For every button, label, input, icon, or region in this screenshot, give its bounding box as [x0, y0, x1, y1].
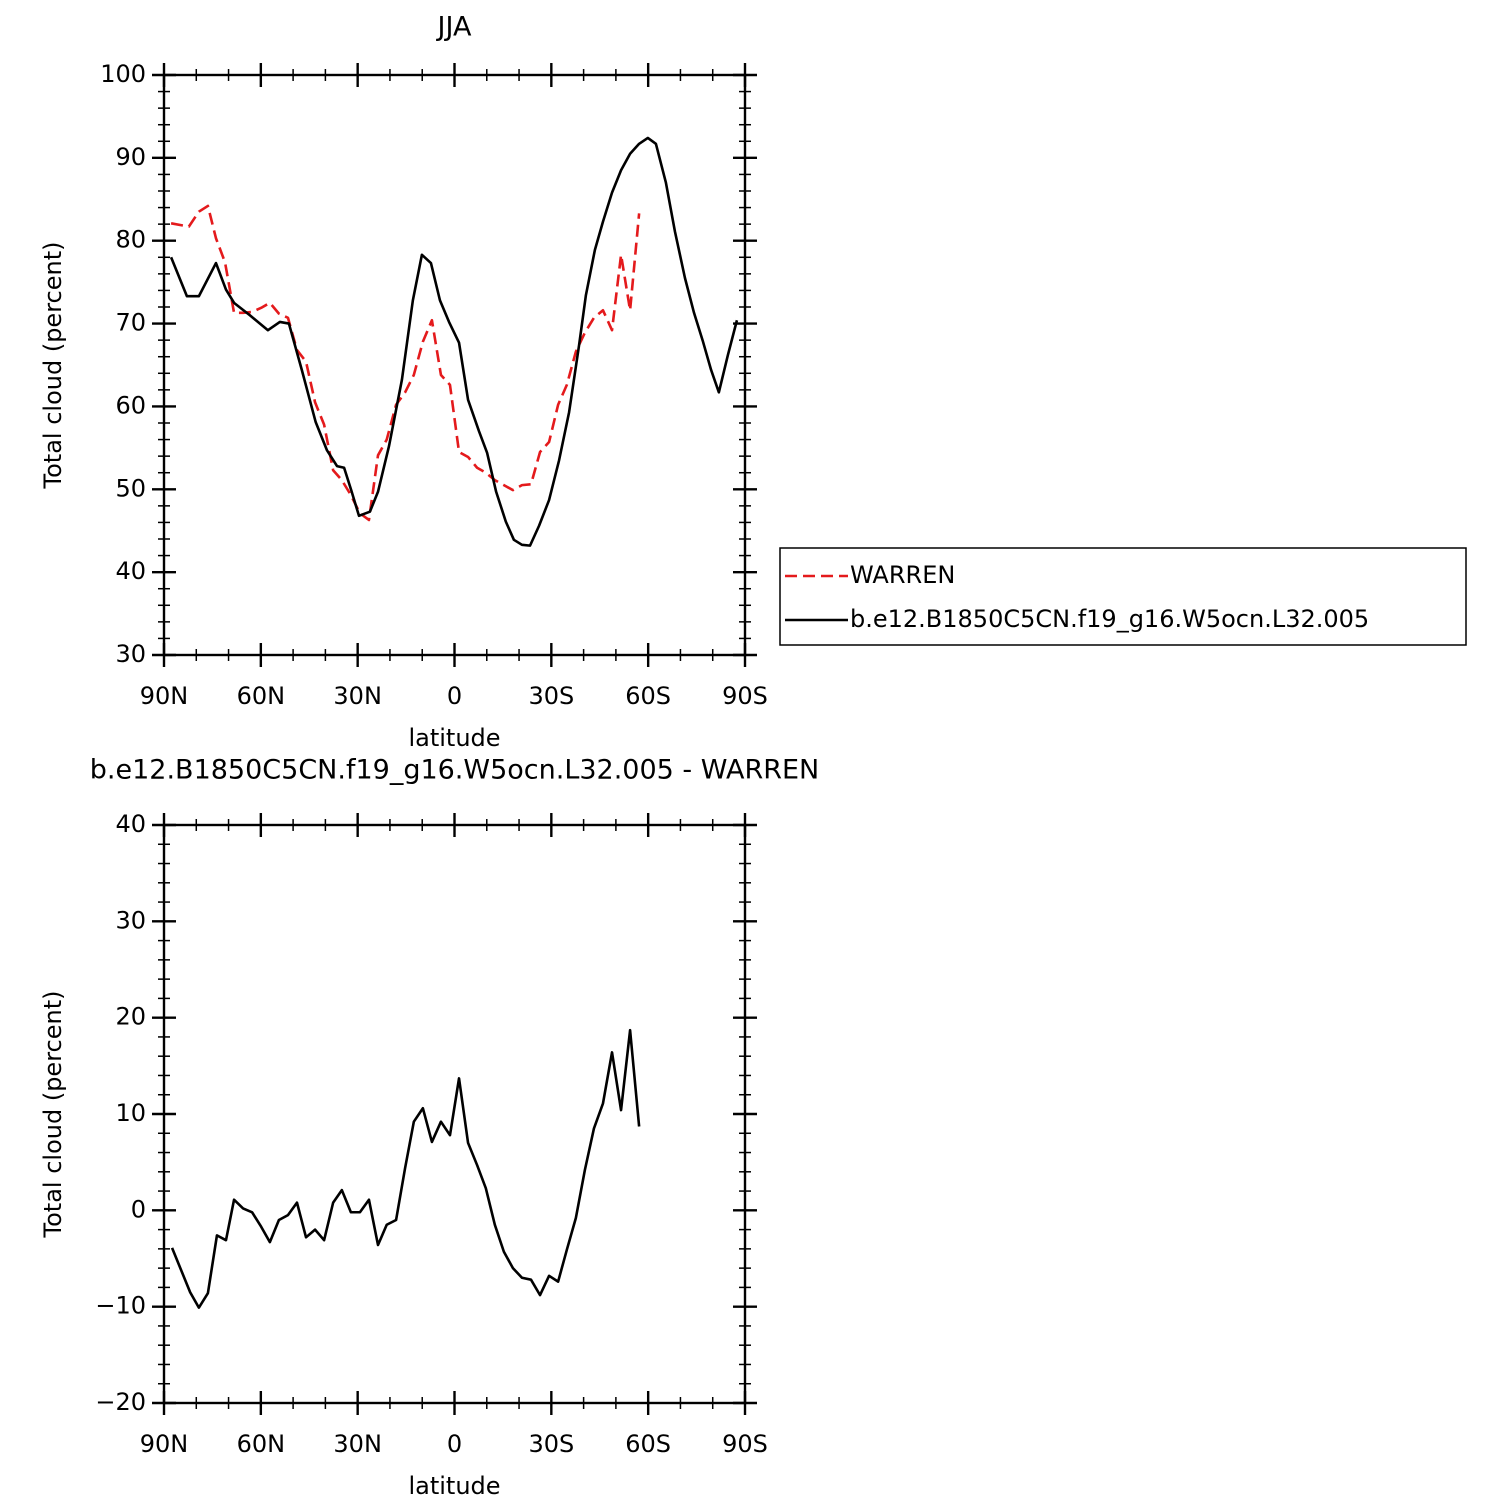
x-tick-label: 30N — [333, 682, 382, 710]
x-tick-label: 30S — [528, 1430, 574, 1458]
y-tick-label: 90 — [115, 143, 146, 171]
x-axis-label: latitude — [408, 1472, 500, 1500]
y-axis-label: Total cloud (percent) — [39, 991, 67, 1239]
y-tick-label: 30 — [115, 640, 146, 668]
x-tick-label: 0 — [447, 682, 462, 710]
legend-box — [779, 547, 1467, 646]
x-tick-label: 60N — [237, 1430, 286, 1458]
x-tick-label: 30N — [333, 1430, 382, 1458]
y-tick-label: 0 — [131, 1195, 146, 1223]
y-tick-label: 100 — [100, 60, 146, 88]
x-tick-label: 90S — [722, 682, 768, 710]
x-tick-label: 60N — [237, 682, 286, 710]
y-axis-label: Total cloud (percent) — [39, 242, 67, 490]
y-tick-label: −20 — [95, 1388, 146, 1416]
y-tick-label: 80 — [115, 226, 146, 254]
y-tick-label: −10 — [95, 1292, 146, 1320]
y-tick-label: 10 — [115, 1099, 146, 1127]
legend-label: b.e12.B1850C5CN.f19_g16.W5ocn.L32.005 — [850, 605, 1369, 633]
legend-label: WARREN — [850, 561, 955, 589]
y-tick-label: 70 — [115, 309, 146, 337]
y-tick-label: 40 — [115, 810, 146, 838]
x-tick-label: 0 — [447, 1430, 462, 1458]
plot-frame — [162, 73, 747, 657]
series-line — [169, 136, 739, 547]
x-tick-label: 90S — [722, 1430, 768, 1458]
y-tick-label: 60 — [115, 391, 146, 419]
x-tick-label: 90N — [140, 1430, 189, 1458]
x-axis-label: latitude — [408, 724, 500, 752]
y-tick-label: 50 — [115, 474, 146, 502]
x-tick-label: 30S — [528, 682, 574, 710]
series-line — [170, 204, 641, 522]
x-tick-label: 90N — [140, 682, 189, 710]
x-tick-label: 60S — [625, 682, 671, 710]
x-tick-label: 60S — [625, 1430, 671, 1458]
y-tick-label: 20 — [115, 1003, 146, 1031]
y-tick-label: 30 — [115, 906, 146, 934]
series-line — [170, 1028, 641, 1309]
y-tick-label: 40 — [115, 557, 146, 585]
chart-title: b.e12.B1850C5CN.f19_g16.W5ocn.L32.005 - … — [90, 755, 819, 786]
chart-title: JJA — [436, 12, 472, 43]
